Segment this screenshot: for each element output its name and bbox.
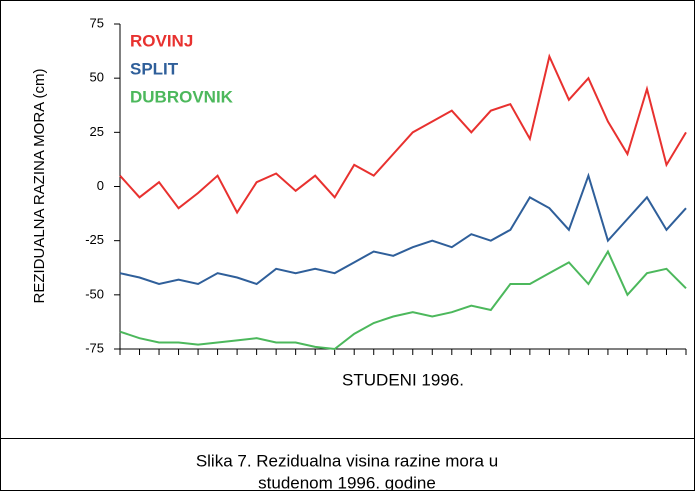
y-tick-label: 0 (97, 178, 104, 193)
series-line (119, 172, 687, 286)
y-axis-label: REZIDUALNA RAZINA MORA (cm) (31, 68, 48, 303)
y-tick-label: -25 (85, 232, 104, 247)
caption: studenom 1996. godine (258, 473, 436, 491)
x-axis-label: STUDENI 1996. (342, 370, 464, 389)
y-tick-label: 25 (90, 124, 104, 139)
y-tick-label: -50 (85, 286, 104, 301)
legend-label: ROVINJ (130, 31, 193, 50)
y-tick-label: -75 (85, 340, 104, 355)
caption: Slika 7. Rezidualna visina razine mora u (196, 451, 498, 470)
legend-label: SPLIT (130, 59, 179, 78)
series-line (119, 249, 687, 351)
series-line (119, 53, 687, 215)
y-tick-label: 75 (90, 15, 104, 30)
legend-label: DUBROVNIK (130, 87, 234, 106)
y-tick-label: 50 (90, 70, 104, 85)
